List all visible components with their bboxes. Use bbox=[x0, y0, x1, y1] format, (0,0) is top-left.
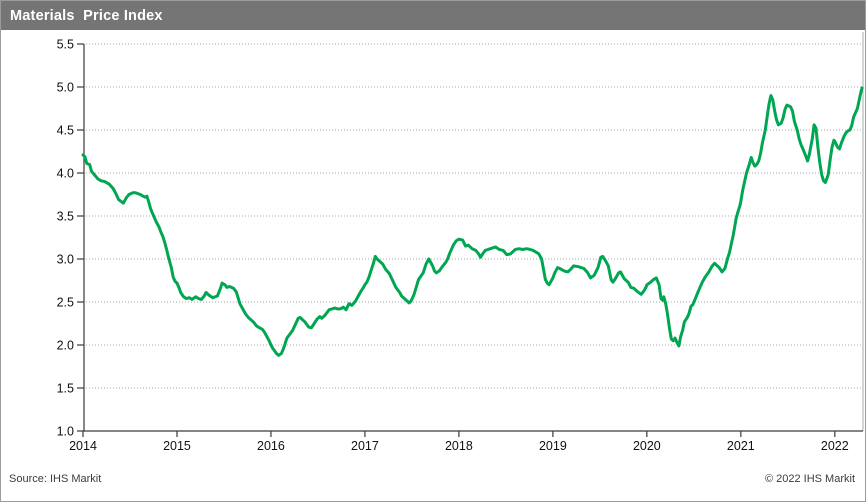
y-tick-label: 5.0 bbox=[57, 81, 74, 95]
source-note: Source: IHS Markit bbox=[9, 473, 102, 485]
y-tick-label: 4.0 bbox=[57, 167, 74, 181]
x-tick-label: 2015 bbox=[163, 439, 191, 453]
x-tick-label: 2017 bbox=[351, 439, 379, 453]
y-tick-label: 5.5 bbox=[57, 38, 74, 52]
x-tick-label: 2021 bbox=[727, 439, 755, 453]
x-tick-label: 2020 bbox=[633, 439, 661, 453]
y-axis-title: 2002w1=1.00 bbox=[1, 203, 90, 219]
y-tick-label: 2.0 bbox=[57, 339, 74, 353]
y-tick-label: 3.5 bbox=[57, 210, 74, 224]
y-tick-label: 1.0 bbox=[57, 425, 74, 439]
page-title: Materials Price Index bbox=[10, 7, 163, 24]
x-tick-label: 2019 bbox=[539, 439, 567, 453]
x-tick-label: 2022 bbox=[821, 439, 849, 453]
y-tick-label: 3.0 bbox=[57, 253, 74, 267]
mpi-series-line bbox=[81, 86, 864, 357]
y-tick-label: 2.5 bbox=[57, 296, 74, 310]
x-tick-label: 2014 bbox=[69, 439, 97, 453]
y-tick-label: 1.5 bbox=[57, 382, 74, 396]
copyright-note: © 2022 IHS Markit bbox=[764, 473, 855, 485]
x-tick-label: 2018 bbox=[445, 439, 473, 453]
y-tick-label: 4.5 bbox=[57, 124, 74, 138]
x-tick-label: 2016 bbox=[257, 439, 285, 453]
chart-title-bar: Materials Price Index bbox=[1, 1, 865, 30]
